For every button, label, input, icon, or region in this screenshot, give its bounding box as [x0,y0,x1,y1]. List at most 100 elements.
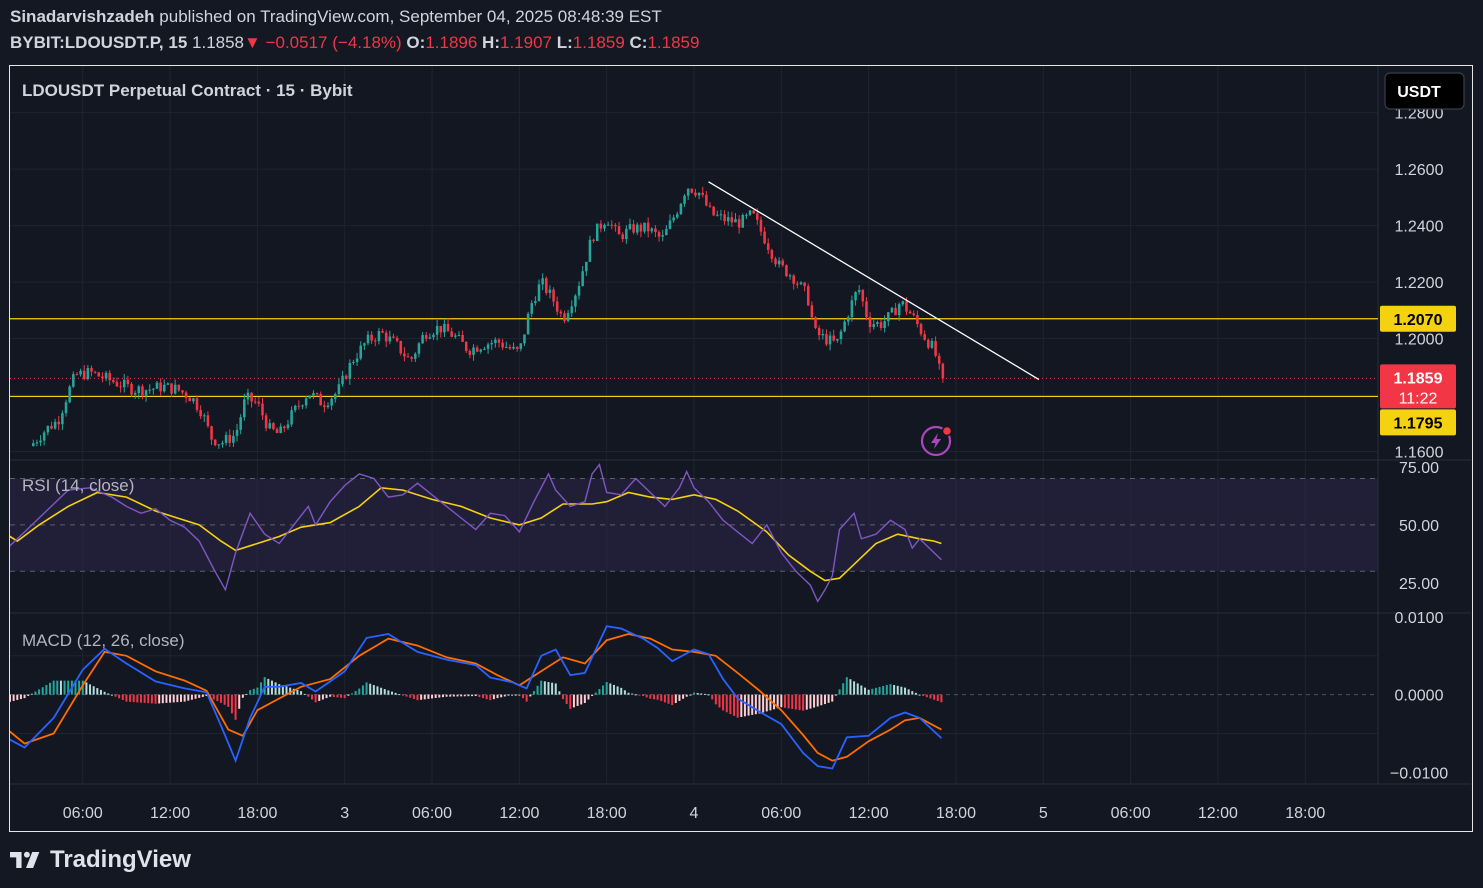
histogram-bar [227,694,230,707]
histogram-bar [605,682,608,695]
histogram-bar [220,694,223,703]
candle-body [581,271,584,286]
histogram-bar [878,686,881,695]
horizontal-levels[interactable] [10,318,1378,398]
time-tick: 5 [1039,805,1048,822]
candle-body [32,443,35,446]
histogram-bar [652,694,655,700]
candle-body [352,362,355,364]
histogram-bar [856,683,859,695]
currency-button[interactable]: USDT [1384,72,1465,110]
histogram-bar [321,694,324,700]
candle-body [901,301,905,305]
histogram-bar [107,693,110,695]
histogram-bar [103,691,106,695]
histogram-bar [525,694,528,702]
histogram-bar [638,694,641,696]
histogram-bar [114,694,117,697]
candle-body [697,192,701,196]
candle-body [610,224,614,226]
histogram-bar [918,694,921,696]
symbol-name[interactable]: BYBIT:LDOUSDT.P, 15 [10,33,188,52]
histogram-bar [325,694,328,699]
histogram-bar [940,694,943,703]
histogram-bar [198,694,201,698]
signal-line [2,633,942,762]
candle-body [828,335,832,345]
candle-body [745,214,748,216]
histogram-bar [30,693,33,695]
histogram-bar [9,694,11,702]
histogram-bar [412,694,415,699]
candle-body [756,213,759,220]
candle-body [861,290,865,302]
histogram-bar [834,694,837,696]
low-label: L: [556,33,573,52]
histogram-bar [391,691,394,695]
candle-body [894,307,897,316]
histogram-bar [52,680,55,695]
candle-body [264,415,268,429]
histogram-bar [765,694,768,712]
candle-body [617,226,621,235]
histogram-bar [645,694,648,698]
candle-body [621,234,624,240]
tradingview-logo-icon [10,851,40,868]
candle-body [101,376,104,379]
candle-body [374,340,377,342]
candle-body [839,331,843,339]
rsi-label[interactable]: RSI (14, close) [22,476,134,495]
histogram-bar [369,683,372,695]
histogram-bar [256,687,259,695]
candle-body [705,194,708,206]
histogram-bar [340,694,343,698]
rsi-tick: 25.00 [1399,576,1439,593]
histogram-bar [478,694,481,698]
time-axis[interactable]: 06:00 12:00 18:00 3 06:00 12:00 18:00 4 06:00 12:… [63,805,1326,822]
candle-body [61,413,64,425]
histogram-bar [263,677,266,695]
histogram-bar [398,694,401,696]
last-price: 1.1858 [192,33,245,52]
publish-line: Sinadarvishzadeh published on TradingVie… [10,7,662,27]
time-tick: 06:00 [1111,805,1151,822]
candle-body [355,358,359,363]
candle-body [665,228,668,236]
macd-label[interactable]: MACD (12, 26, close) [22,631,185,650]
histogram-bar [514,694,517,696]
chart-frame[interactable]: 1.2800 1.2600 1.2400 1.2200 1.2000 1.1600 75.0… [1,65,1473,832]
histogram-bar [336,694,339,698]
current-price-badge-text: 1.1859 [1394,370,1443,387]
price-axis[interactable]: 1.2800 1.2600 1.2400 1.2200 1.2000 1.160075.0… [1390,106,1448,783]
candle-body [548,289,552,293]
histogram-bar [496,694,499,699]
candle-body [523,334,526,344]
candle-body [406,356,410,358]
author-name[interactable]: Sinadarvishzadeh [10,7,155,26]
trendline[interactable] [708,181,1040,381]
candle-body [53,421,57,429]
rsi-reference-lines [10,478,1378,572]
candle-body [188,397,192,402]
histogram-bar [816,694,819,707]
candle-body [159,382,162,392]
histogram-bar [714,694,717,705]
tradingview-logo[interactable]: TradingView [10,846,191,874]
candle-body [825,333,828,345]
candle-body [304,398,308,406]
chart-svg[interactable]: 1.2800 1.2600 1.2400 1.2200 1.2000 1.160075.0… [1,66,1471,830]
candle-body [417,343,421,354]
candle-body [224,434,228,443]
time-tick: 18:00 [936,805,976,822]
candle-body [675,214,679,218]
histogram-bar [773,694,776,710]
time-tick: 06:00 [63,805,103,822]
macd-line [2,625,943,770]
candle-body [857,290,861,293]
alert-lightning-icon[interactable] [920,425,953,457]
candle-body [141,386,144,396]
histogram-bar [460,694,463,697]
candle-body [479,349,483,352]
candle-body [719,214,723,216]
candle-body [748,210,752,215]
